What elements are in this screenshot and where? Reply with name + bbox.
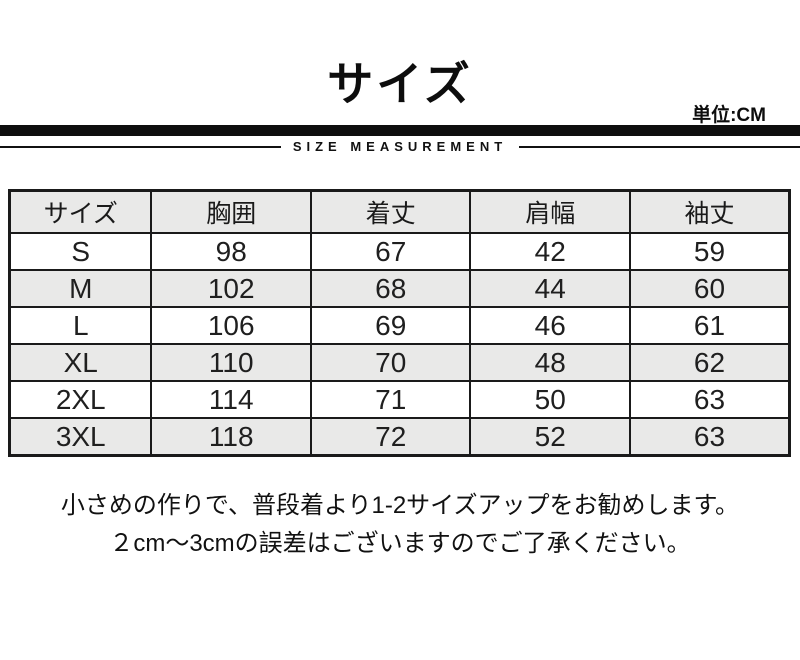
note-line-1: 小さめの作りで、普段着より1-2サイズアップをお勧めします。 [60,492,740,519]
value-cell: 68 [309,269,472,308]
table-row-3xl: 3XL 118 72 52 63 [8,417,791,457]
note-line-2: ２cm～3cmの誤差はございますのでご了承ください。 [109,530,691,557]
col-header-length: 着丈 [309,189,472,234]
value-cell: 62 [628,343,791,382]
size-measurement-divider: SIZE MEASUREMENT [0,139,800,154]
size-cell: S [8,232,153,271]
value-cell: 52 [469,417,631,457]
value-cell: 63 [628,380,791,419]
value-cell: 118 [150,417,312,457]
divider-bar [0,125,800,136]
col-header-shoulder: 肩幅 [469,189,631,234]
size-cell: L [8,306,153,345]
table-header-row: サイズ 胸囲 着丈 肩幅 袖丈 [8,189,791,234]
col-header-size: サイズ [8,189,153,234]
col-header-sleeve: 袖丈 [628,189,791,234]
table-row-xl: XL 110 70 48 62 [8,343,791,382]
size-cell: 2XL [8,380,153,419]
value-cell: 70 [309,343,472,382]
divider-rule-right [519,145,800,148]
page-title: サイズ [327,58,473,110]
value-cell: 98 [150,232,312,271]
unit-label: 単位:CM [692,105,766,126]
divider-rule-left [0,145,281,148]
col-header-chest: 胸囲 [150,189,312,234]
table-row-l: L 106 69 46 61 [8,306,791,345]
size-notes: 小さめの作りで、普段着より1-2サイズアップをお勧めします。 ２cm～3cmの誤… [0,487,800,563]
table-row-s: S 98 67 42 59 [8,232,791,271]
size-table: サイズ 胸囲 着丈 肩幅 袖丈 S 98 67 42 59 M 102 68 4… [8,189,791,457]
table-row-m: M 102 68 44 60 [8,269,791,308]
value-cell: 46 [469,306,631,345]
value-cell: 71 [309,380,472,419]
value-cell: 102 [150,269,312,308]
size-cell: M [8,269,153,308]
value-cell: 42 [469,232,631,271]
value-cell: 110 [150,343,312,382]
value-cell: 106 [150,306,312,345]
value-cell: 59 [628,232,791,271]
value-cell: 63 [628,417,791,457]
divider-label: SIZE MEASUREMENT [292,139,508,154]
value-cell: 44 [469,269,631,308]
value-cell: 72 [309,417,472,457]
size-cell: XL [8,343,153,382]
value-cell: 60 [628,269,791,308]
value-cell: 114 [150,380,312,419]
size-cell: 3XL [8,417,153,457]
value-cell: 48 [469,343,631,382]
table-row-2xl: 2XL 114 71 50 63 [8,380,791,419]
value-cell: 50 [469,380,631,419]
value-cell: 67 [309,232,472,271]
value-cell: 61 [628,306,791,345]
value-cell: 69 [309,306,472,345]
